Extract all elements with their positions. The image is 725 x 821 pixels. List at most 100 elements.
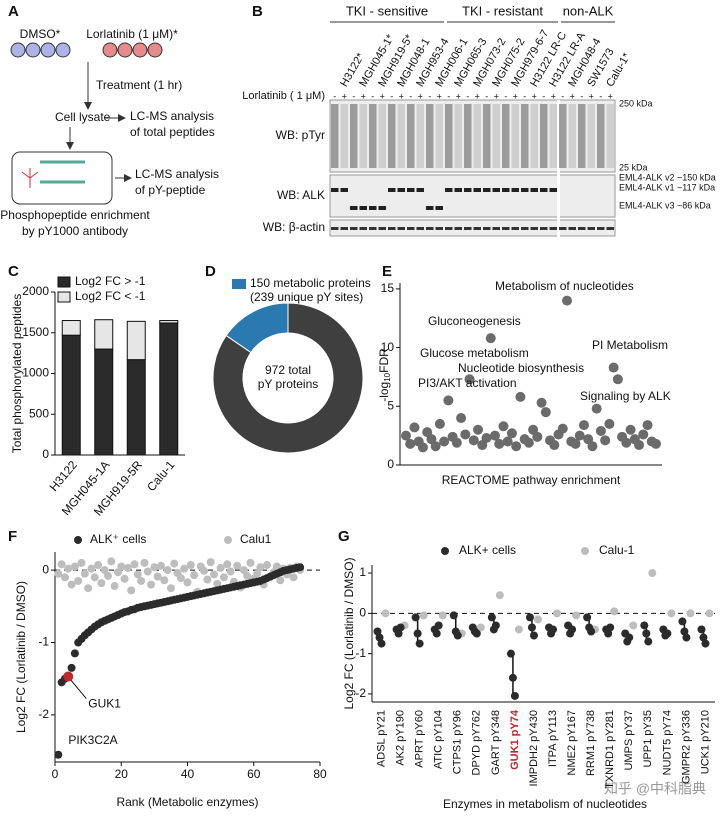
band [540,227,548,230]
size-marker: EML4-ALK v3 ~86 kDa [619,200,711,210]
treatment: + [513,91,518,101]
bar-segment [126,359,146,456]
y-tick-label: 1 [359,565,366,579]
band [511,227,519,230]
band [578,227,586,230]
size-marker: 250 kDa [619,98,653,108]
smear [521,104,529,168]
smear [540,104,548,168]
point [117,562,126,571]
point [443,395,454,406]
y-tick-label: 0 [42,562,49,576]
band [350,206,358,210]
smear [559,104,567,168]
annotation: PI3/AKT activation [418,376,517,390]
point [137,576,146,585]
legend-label: Calu1 [240,532,272,546]
y-tick-label: -1 [355,646,366,660]
band [435,227,443,230]
point [612,374,623,385]
point [481,432,492,443]
panel-label: A [8,3,19,20]
x-tick-label: DPYD pY762 [471,710,483,775]
y-tick-label: 1500 [22,325,49,339]
point [157,561,165,570]
smear [511,104,519,168]
y-tick-label: -2 [355,686,366,700]
step: Cell lysate [55,110,111,124]
band [416,227,424,230]
point [84,584,93,593]
x-tick-label: AK2 pY190 [394,710,406,766]
point [200,566,209,575]
band [502,227,510,230]
point [587,627,596,636]
point [506,428,517,439]
point [642,629,651,638]
point [67,580,76,589]
point [233,561,242,570]
treatment: - [599,91,602,101]
band [483,227,491,230]
legend-label: (239 unique pY sites) [250,290,363,304]
point [591,403,602,414]
legend-label: Calu-1 [599,543,635,557]
point [595,425,606,436]
center-label: pY proteins [258,377,319,391]
annotation: GUK1 [88,697,121,711]
point [256,563,265,572]
output: of total peptides [130,125,215,139]
treatment: + [551,91,556,101]
x-tick-label: CTPS1 pY96 [452,710,464,774]
point [87,564,96,573]
band [378,227,386,230]
treatment: - [409,91,412,101]
x-tick-label: 20 [115,767,129,781]
point [163,566,172,575]
smear [378,104,386,168]
smear [568,104,576,168]
annotation: PIK3C2A [68,733,117,747]
point [642,420,653,431]
x-tick-label: GART pY348 [490,710,502,775]
point [253,569,262,578]
point [699,633,708,642]
point [682,633,691,642]
point [468,435,479,446]
band [340,227,348,230]
y-axis-label: Log2 FC (Lorlatinib / DMSO) [342,557,356,709]
point [451,437,462,448]
band [435,206,443,210]
x-tick-label: 40 [181,767,195,781]
point [54,569,63,578]
point [57,560,66,569]
treatment: - [561,91,564,101]
x-axis-label: Rank (Metabolic enzymes) [116,795,258,809]
point [223,560,232,569]
point [166,584,175,593]
point [583,613,592,622]
treatment: + [418,91,423,101]
band [559,227,567,230]
point [296,563,305,572]
blot-gap [557,100,560,237]
y-axis-label: -log10FDR [377,348,392,402]
enrichment: Phosphopeptide enrichment [0,208,150,222]
treatment-label: Lorlatinib ( 1 μM) [242,90,325,102]
point [634,440,645,451]
point [502,436,513,447]
smear [350,104,358,168]
legend-swatch [57,291,71,303]
treatment: + [475,91,480,101]
band [331,188,339,192]
point [127,586,136,595]
treatment: - [352,91,355,101]
y-axis-label-part: FDR [377,348,391,373]
point [409,422,420,433]
blot [329,219,616,237]
point [648,569,657,578]
point [186,561,195,570]
band [359,206,367,210]
point [180,564,189,573]
